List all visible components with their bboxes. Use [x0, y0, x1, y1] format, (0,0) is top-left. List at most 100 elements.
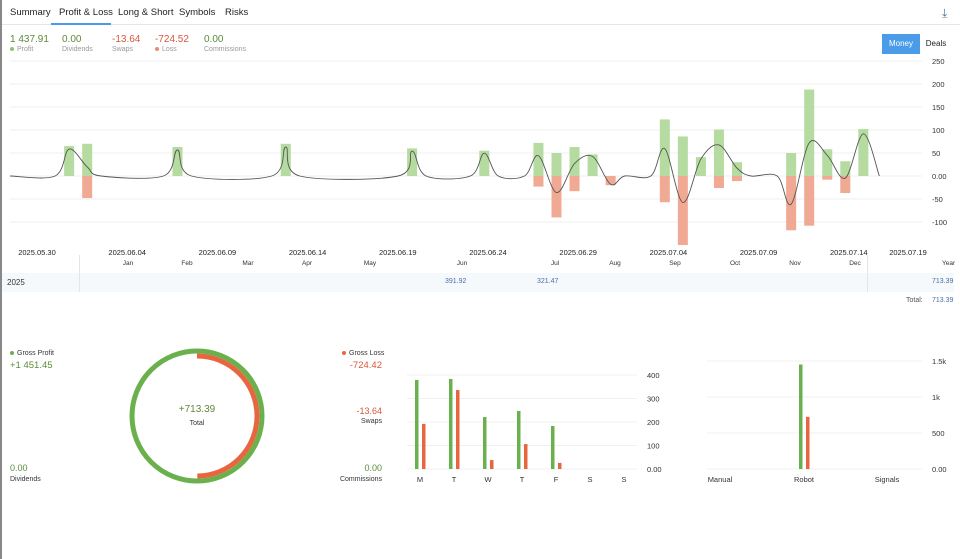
loss-bar [558, 462, 562, 469]
daily-pl-chart: 250 200 150 100 50 0.00 -50 -100 2025.05.30 2025.… [9, 57, 947, 257]
profit-bar [517, 410, 521, 469]
month-label: Dec [849, 260, 861, 267]
profit-bar [587, 154, 598, 176]
source-label: Robot [794, 475, 815, 484]
year-total: 713.39 [932, 278, 954, 285]
y-tick: 1k [932, 393, 940, 402]
profit-bar [449, 378, 453, 469]
profit-bar [786, 153, 797, 176]
loss-bar [806, 416, 810, 469]
swaps-value: -13.64 [356, 406, 382, 416]
weekday-label: W [484, 475, 492, 484]
profit-bar [659, 119, 670, 176]
tab-2[interactable]: Long & Short [118, 7, 174, 18]
active-tab-underline [51, 23, 111, 25]
net-curve [9, 133, 880, 206]
money-toggle[interactable]: Money [882, 34, 920, 54]
y-tick: 200 [932, 80, 945, 89]
loss-bar [422, 423, 426, 469]
y-tick: 0.00 [647, 465, 662, 474]
source-chart: 1.5k 1k 500 0.00 Manual Robot Signals [707, 357, 947, 484]
x-tick: 2025.06.29 [559, 248, 597, 257]
gross-profit-value: +1 451.45 [10, 360, 53, 371]
x-tick: 2025.06.04 [108, 248, 146, 257]
jun-value: 391.92 [445, 278, 467, 285]
summary-value: 0.00 [62, 34, 82, 45]
dividends-value: 0.00 [10, 463, 28, 473]
total-donut [129, 348, 265, 484]
y-tick: 100 [647, 442, 660, 451]
y-tick: 100 [932, 126, 945, 135]
profit-bar [569, 147, 580, 176]
loss-dot [342, 351, 346, 356]
commissions-value: 0.00 [364, 463, 382, 473]
weekday-chart: 400 300 200 100 0.00 M T W T F S S [407, 371, 662, 484]
summary-label: Loss [162, 46, 177, 53]
profit-bar [551, 425, 555, 469]
x-tick: 2025.07.04 [650, 248, 688, 257]
profit-bar [713, 129, 724, 176]
tab-4[interactable]: Risks [225, 7, 249, 18]
loss-bar [659, 176, 670, 203]
y-tick: -50 [932, 195, 943, 204]
jul-value: 321.47 [537, 278, 559, 285]
year-row [2, 273, 954, 292]
loss-bar [677, 176, 688, 245]
summary-label: Dividends [62, 46, 93, 53]
gross-loss-label: Gross Loss [349, 350, 385, 357]
x-tick: 2025.06.09 [199, 248, 237, 257]
loss-bar [490, 460, 494, 469]
tab-0[interactable]: Summary [10, 7, 51, 18]
month-label: Apr [301, 260, 313, 267]
month-label: Aug [609, 260, 621, 267]
weekday-label: M [417, 475, 423, 484]
profit-bar [407, 148, 418, 176]
loss-bar [786, 176, 797, 231]
summary-value: -724.52 [155, 34, 189, 45]
y-tick: 400 [647, 371, 660, 380]
deals-toggle[interactable]: Deals [925, 39, 947, 48]
month-label: May [363, 260, 377, 267]
tab-1[interactable]: Profit & Loss [59, 7, 113, 18]
summary-value: -13.64 [112, 34, 141, 45]
summary-value: 0.00 [204, 34, 224, 45]
profit-bar [64, 146, 75, 176]
loss-bar [840, 176, 851, 194]
month-label: Jan [122, 260, 134, 267]
month-label: Mar [242, 260, 254, 267]
y-tick: 0.00 [932, 172, 947, 181]
loss-bar [551, 176, 562, 218]
x-tick: 2025.06.24 [469, 248, 507, 257]
x-tick: 2025.06.19 [379, 248, 417, 257]
donut-total-value: +713.39 [178, 404, 216, 415]
profit-bar [799, 364, 803, 469]
total-label: Total: [906, 297, 923, 304]
y-tick: 50 [932, 149, 940, 158]
commissions-label: Commissions [339, 476, 382, 483]
loss-bar [456, 390, 460, 469]
y-tick: 500 [932, 429, 945, 438]
profit-bar [695, 157, 706, 176]
source-label: Manual [708, 475, 733, 484]
tab-3[interactable]: Symbols [179, 7, 216, 18]
tab-bar [2, 0, 960, 25]
month-label: Jun [456, 260, 468, 267]
month-label: Nov [789, 260, 801, 267]
y-tick: 0.00 [932, 465, 947, 474]
profit-bar [172, 147, 183, 176]
profit-bar [533, 142, 544, 176]
year-label: 2025 [7, 278, 25, 287]
loss-bar [732, 176, 742, 182]
loss-bar [804, 176, 815, 226]
weekday-label: S [587, 475, 592, 484]
y-tick: 150 [932, 103, 945, 112]
x-tick: 2025.07.09 [740, 248, 778, 257]
profit-bar [483, 417, 487, 469]
loss-bar [605, 176, 616, 186]
weekday-label: T [452, 475, 457, 484]
profit-bar [82, 143, 93, 176]
x-tick: 2025.07.19 [889, 248, 927, 257]
weekday-label: F [554, 475, 559, 484]
download-icon[interactable]: ⤓ [942, 6, 948, 20]
legend-dot [155, 47, 159, 52]
